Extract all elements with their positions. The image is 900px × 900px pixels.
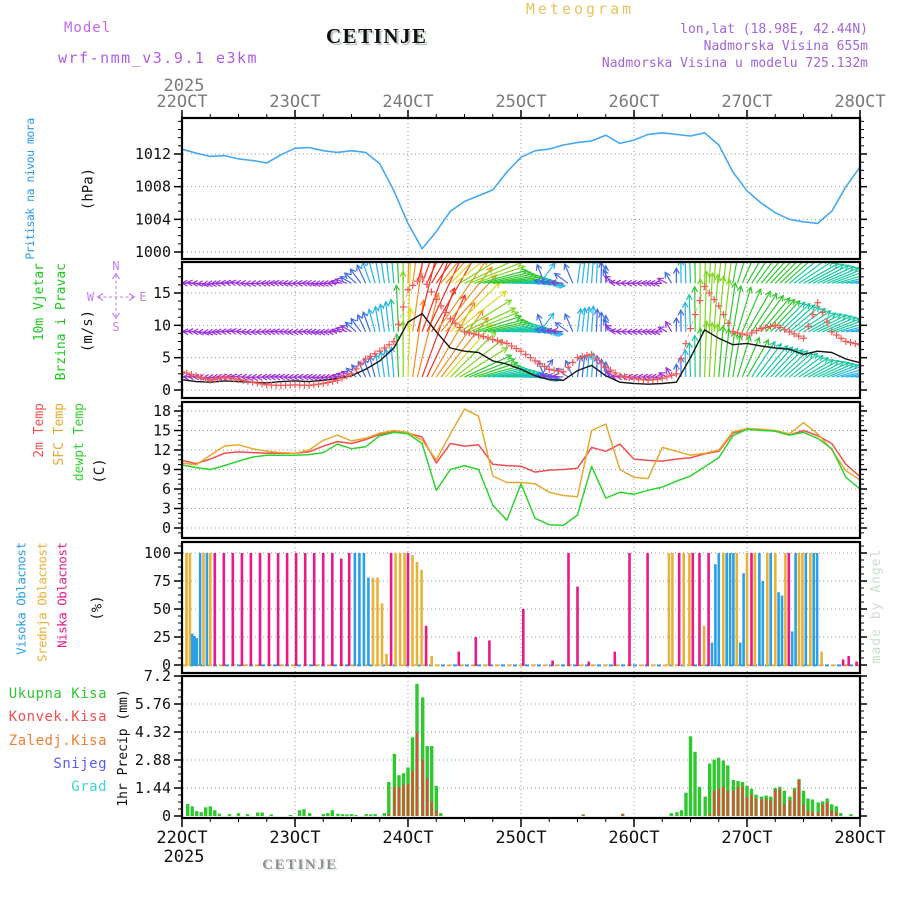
location-info: lon,lat (18.98E, 42.44N) Nadmorska Visin…	[602, 21, 868, 72]
x-tick-label-top: 25OCT	[495, 92, 546, 112]
y-tick-label: 0	[162, 519, 171, 537]
pressure-series	[183, 132, 859, 250]
x-tick-label-top: 26OCT	[608, 92, 659, 112]
compass-east: E	[139, 290, 146, 304]
x-tick-label-top: 22OCT	[156, 92, 207, 112]
precip-largescale-label: Zaledj.Kisa	[8, 733, 107, 749]
y-tick-label: 4.32	[135, 723, 171, 741]
y-tick-label: 7.2	[144, 667, 171, 685]
year-label-bottom: 2025	[164, 847, 205, 867]
y-tick-label: 1012	[135, 145, 171, 163]
model-version: wrf-nmm_v3.9.1 e3km	[58, 49, 259, 67]
y-tick-label: 6	[162, 480, 171, 498]
y-tick-label: 5	[162, 349, 171, 367]
footer-station-name: CETINJE	[262, 857, 338, 873]
y-tick-label: 2.88	[135, 751, 171, 769]
x-tick-label-bottom: 27OCT	[721, 828, 772, 848]
compass-icon: N S W E	[87, 259, 147, 334]
compass-west: W	[87, 290, 95, 304]
precip-snow-label: Snijeg	[53, 756, 107, 772]
axis-ticks	[174, 110, 867, 827]
gridlines	[183, 119, 859, 817]
y-tick-label: 1.44	[135, 779, 171, 797]
y-tick-label: 1004	[135, 210, 171, 228]
y-tick-label: 18	[153, 402, 171, 420]
y-tick-label: 0	[162, 381, 171, 399]
x-tick-label-top: 27OCT	[721, 92, 772, 112]
y-tick-label: 15	[153, 284, 171, 302]
precip-convective-label: Konvek.Kisa	[8, 709, 107, 725]
y-tick-label: 1008	[135, 178, 171, 196]
page-title: CETINJE	[326, 24, 428, 48]
meteogram-heading: Meteogram	[525, 0, 635, 18]
x-tick-label-top: 23OCT	[269, 92, 320, 112]
y-tick-label: 3	[162, 500, 171, 518]
compass-north: N	[112, 259, 119, 273]
y-tick-label: 0	[162, 656, 171, 674]
x-tick-label-top: 24OCT	[382, 92, 433, 112]
x-tick-label-bottom: 23OCT	[269, 828, 320, 848]
y-tick-label: 10	[153, 316, 171, 334]
axis-labels: 1000100410081012051015036912151802550751…	[135, 76, 886, 867]
y-tick-label: 15	[153, 422, 171, 440]
y-tick-label: 100	[144, 544, 171, 562]
y-tick-label: 75	[153, 572, 171, 590]
y-tick-label: 12	[153, 441, 171, 459]
x-tick-label-bottom: 28OCT	[834, 828, 885, 848]
y-tick-label: 0	[162, 807, 171, 825]
y-tick-label: 50	[153, 600, 171, 618]
wind-vectors	[183, 263, 859, 389]
y-tick-label: 1000	[135, 243, 171, 261]
model-label: Model	[64, 20, 112, 36]
temperature-series	[183, 408, 859, 527]
x-tick-label-bottom: 26OCT	[608, 828, 659, 848]
compass-south: S	[112, 320, 119, 334]
location-lonlat: lon,lat (18.98E, 42.44N)	[680, 22, 868, 37]
x-tick-label-bottom: 24OCT	[382, 828, 433, 848]
location-elevation: Nadmorska Visina 655m	[703, 39, 868, 54]
precip-hail-label: Grad	[71, 779, 107, 795]
y-tick-label: 9	[162, 461, 171, 479]
x-tick-label-bottom: 22OCT	[156, 828, 207, 848]
x-tick-label-top: 28OCT	[834, 92, 885, 112]
year-label-top: 2025	[164, 76, 205, 96]
precip-bars	[186, 683, 853, 817]
y-tick-label: 25	[153, 628, 171, 646]
precip-total-label: Ukupna Kisa	[8, 686, 107, 702]
x-tick-label-bottom: 25OCT	[495, 828, 546, 848]
cloud-bars	[183, 553, 859, 667]
panel-content	[183, 132, 859, 817]
y-tick-label: 5.76	[135, 695, 171, 713]
location-model-elevation: Nadmorska Visina u modelu 725.132m	[601, 56, 868, 71]
